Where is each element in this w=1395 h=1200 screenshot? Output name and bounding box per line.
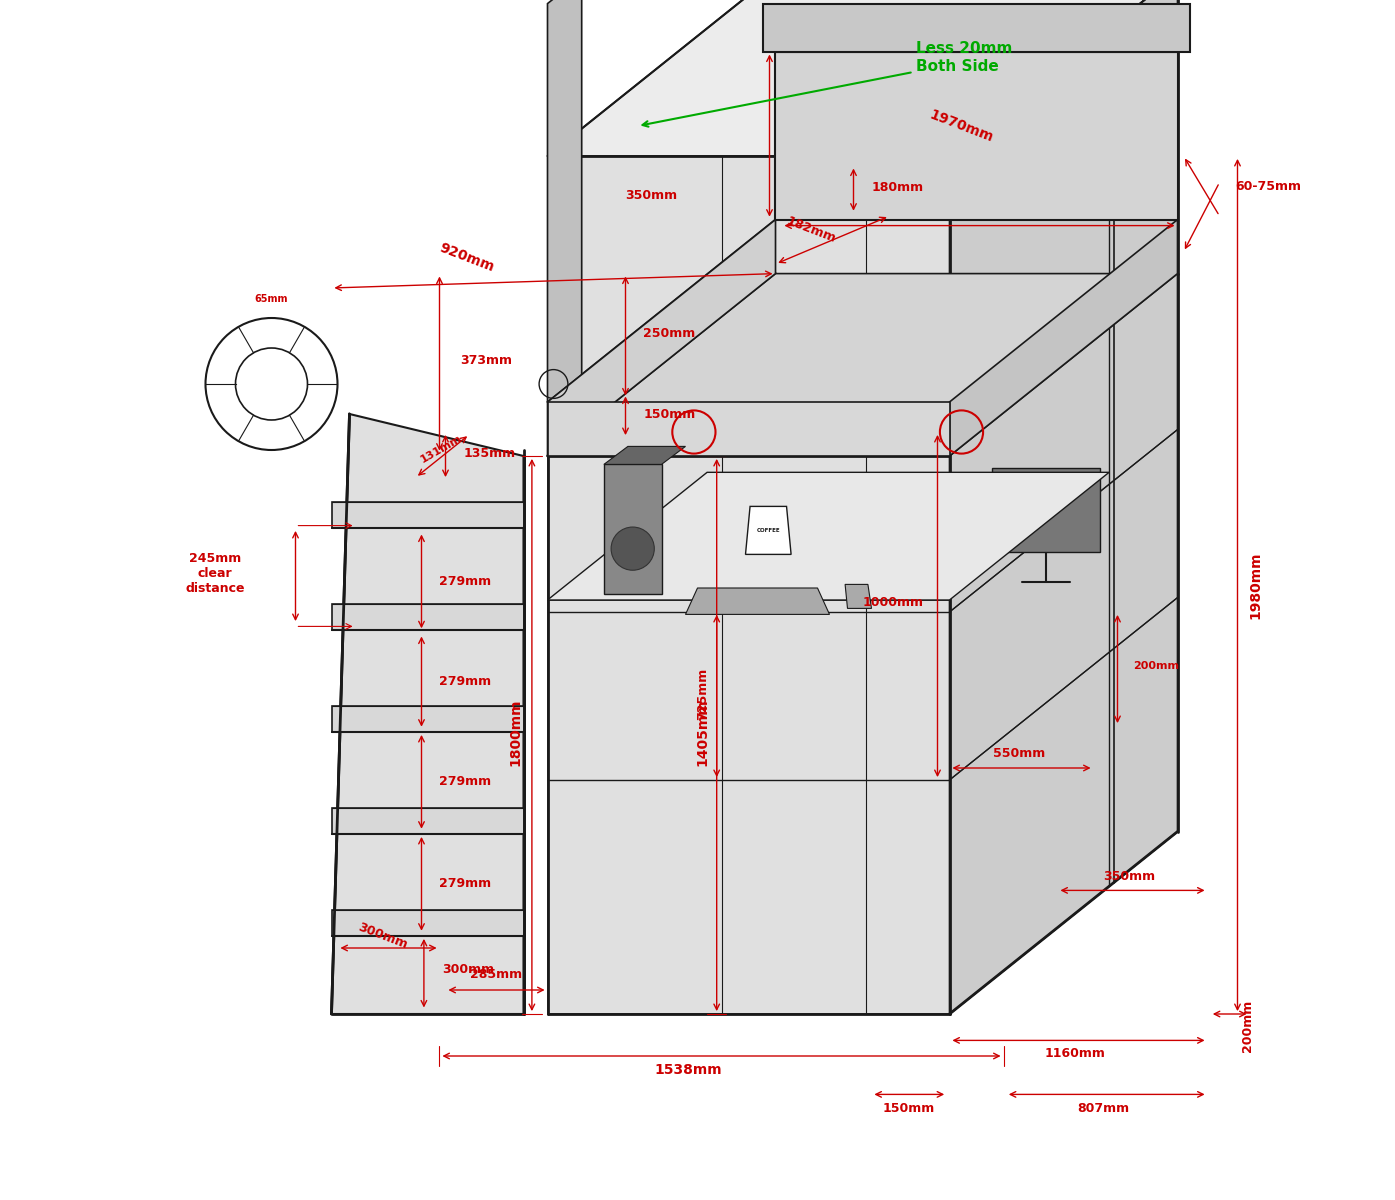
Circle shape xyxy=(611,527,654,570)
Polygon shape xyxy=(547,156,950,1014)
Polygon shape xyxy=(992,468,1099,552)
Text: 1970mm: 1970mm xyxy=(928,107,996,145)
Text: 1405mm: 1405mm xyxy=(695,698,709,766)
Polygon shape xyxy=(950,0,1177,1014)
Text: 1000mm: 1000mm xyxy=(862,596,923,608)
Polygon shape xyxy=(547,0,582,402)
Text: 1980mm: 1980mm xyxy=(1249,552,1262,619)
Text: 1538mm: 1538mm xyxy=(654,1063,721,1078)
Polygon shape xyxy=(332,910,523,936)
Text: 350mm: 350mm xyxy=(625,190,678,202)
Text: 300mm: 300mm xyxy=(357,920,410,952)
Polygon shape xyxy=(547,473,1109,600)
Text: 182mm: 182mm xyxy=(785,215,838,246)
Text: Less 20mm
Both Side: Less 20mm Both Side xyxy=(917,41,1013,74)
Polygon shape xyxy=(604,446,685,464)
Text: 150mm: 150mm xyxy=(883,1103,935,1115)
Polygon shape xyxy=(332,808,523,834)
Text: 200mm: 200mm xyxy=(1240,1000,1254,1052)
Polygon shape xyxy=(332,706,523,732)
Polygon shape xyxy=(950,0,1177,1014)
Polygon shape xyxy=(604,464,661,594)
Text: 245mm
clear
distance: 245mm clear distance xyxy=(186,552,246,595)
Text: COFFEE: COFFEE xyxy=(756,528,780,533)
Text: 1800mm: 1800mm xyxy=(508,698,522,766)
Polygon shape xyxy=(950,220,1177,456)
Text: 285mm: 285mm xyxy=(470,968,522,980)
Text: 250mm: 250mm xyxy=(643,328,696,340)
Text: 350mm: 350mm xyxy=(1103,870,1155,882)
Polygon shape xyxy=(547,220,776,456)
Polygon shape xyxy=(547,0,1177,156)
Text: 180mm: 180mm xyxy=(872,181,923,193)
Text: 1160mm: 1160mm xyxy=(1045,1048,1106,1060)
Text: 60-75mm: 60-75mm xyxy=(1235,180,1302,192)
Polygon shape xyxy=(547,402,950,456)
Text: 279mm: 279mm xyxy=(439,575,491,588)
Text: 920mm: 920mm xyxy=(438,241,497,275)
Polygon shape xyxy=(332,604,523,630)
Polygon shape xyxy=(332,502,523,528)
Text: 279mm: 279mm xyxy=(439,676,491,688)
Text: 65mm: 65mm xyxy=(255,294,289,304)
Text: 373mm: 373mm xyxy=(460,354,512,366)
Circle shape xyxy=(205,318,338,450)
Polygon shape xyxy=(745,506,791,554)
Polygon shape xyxy=(547,274,1177,456)
Polygon shape xyxy=(763,4,1190,52)
Text: 131mm: 131mm xyxy=(418,433,465,464)
Text: 135mm: 135mm xyxy=(463,448,516,460)
Polygon shape xyxy=(845,584,872,608)
Polygon shape xyxy=(685,588,830,614)
Polygon shape xyxy=(776,52,1177,220)
Text: 300mm: 300mm xyxy=(442,964,494,976)
Text: 150mm: 150mm xyxy=(643,408,696,420)
Text: 279mm: 279mm xyxy=(439,877,491,890)
Text: 725mm: 725mm xyxy=(696,667,709,720)
Text: 550mm: 550mm xyxy=(993,748,1045,760)
Text: 807mm: 807mm xyxy=(1077,1103,1129,1115)
Text: 279mm: 279mm xyxy=(439,775,491,788)
Polygon shape xyxy=(332,414,523,1014)
Text: 200mm: 200mm xyxy=(1133,661,1179,671)
